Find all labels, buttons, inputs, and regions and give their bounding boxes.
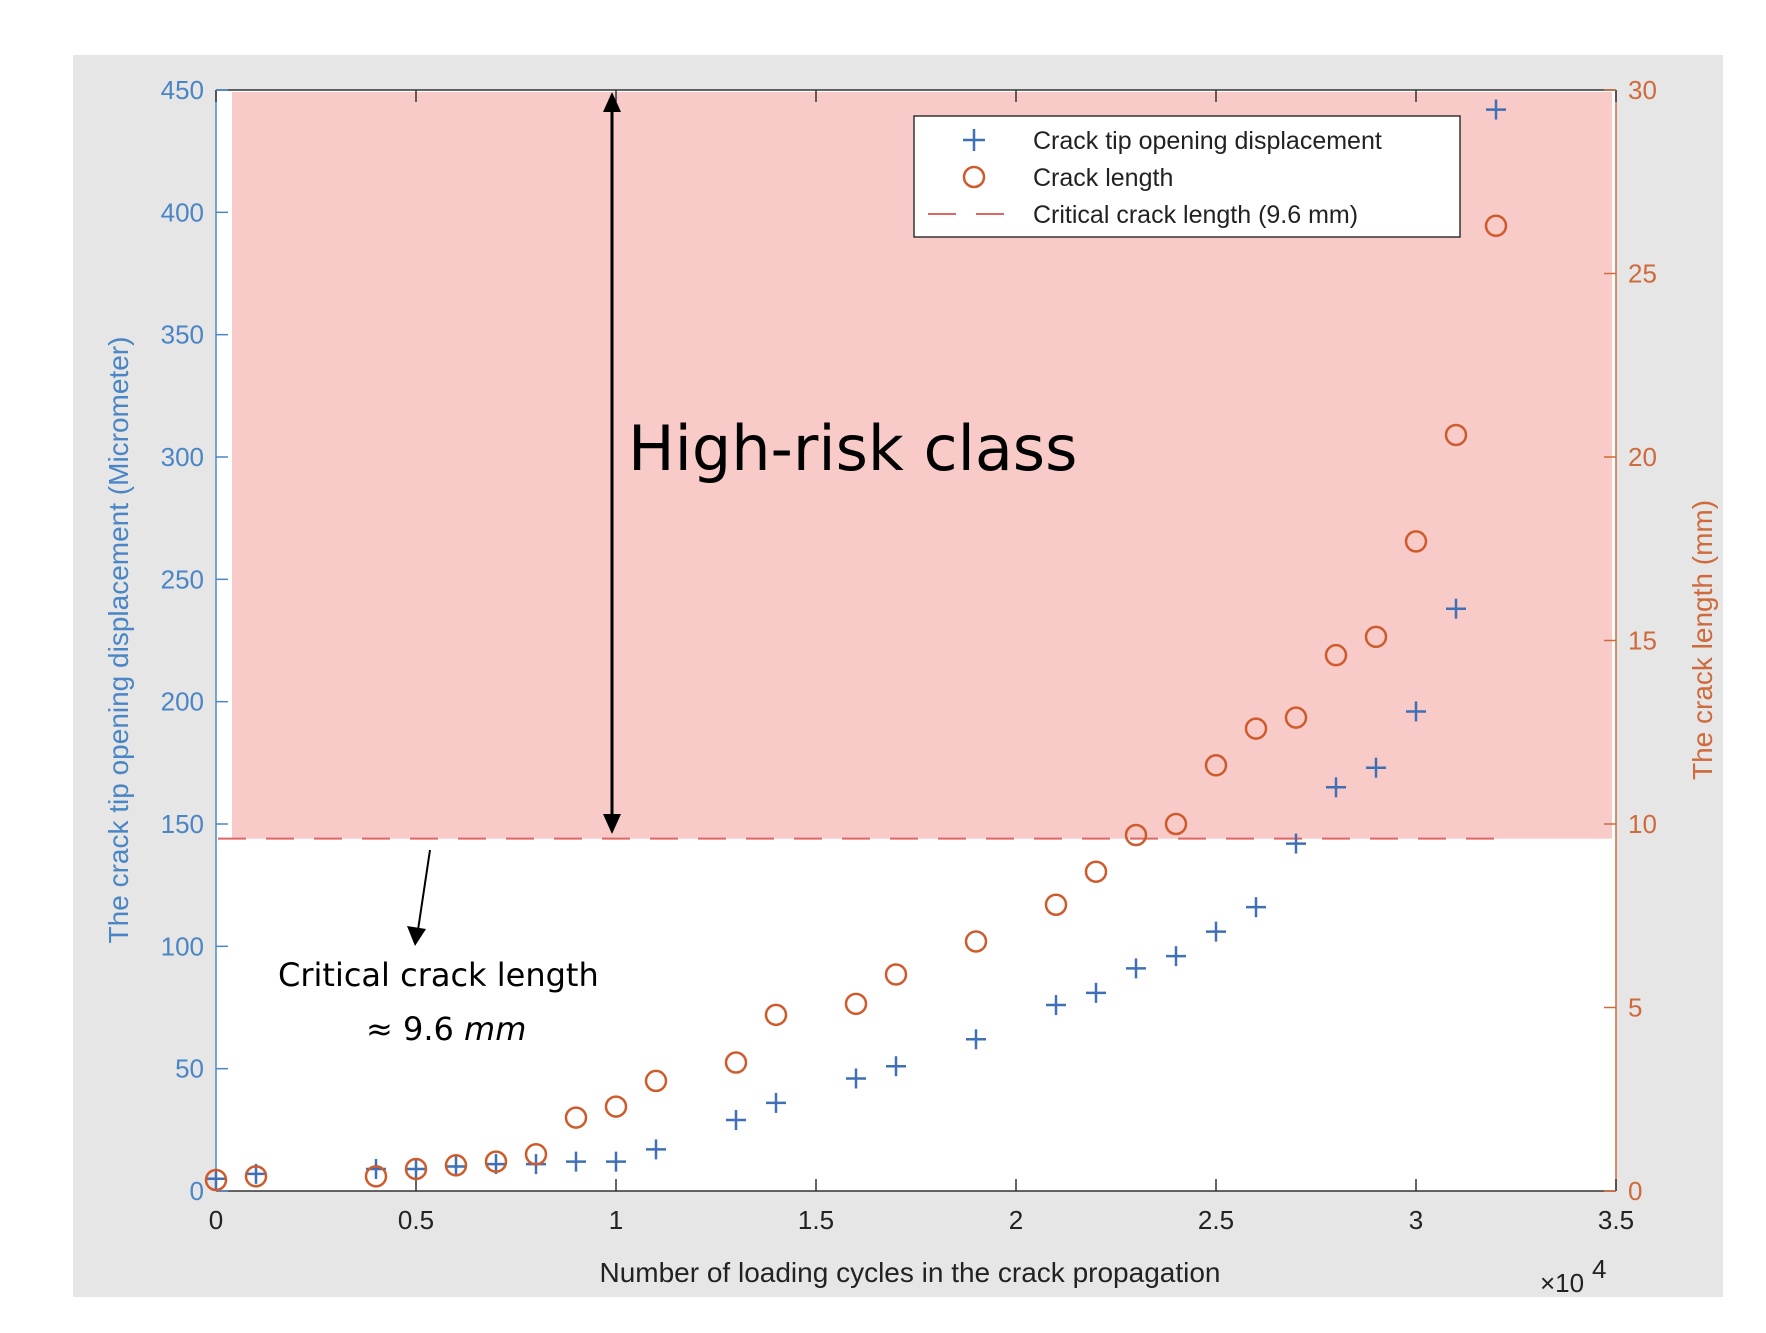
- crack-length-point: [1444, 423, 1468, 447]
- critical-annotation-unit: mm: [464, 1010, 526, 1048]
- critical-annotation-arrow: [407, 849, 431, 946]
- crack-length-point: [404, 1157, 428, 1181]
- crack-length-point: [604, 1095, 628, 1118]
- y-right-tick-label: 0: [1628, 1176, 1642, 1206]
- y-left-tick-label: 350: [161, 320, 204, 350]
- y-right-tick-label: 20: [1628, 442, 1657, 472]
- x-tick-label: 1.5: [798, 1205, 834, 1235]
- ctod-point: [1206, 921, 1226, 942]
- legend-entry-ctod: Crack tip opening displacement: [1033, 127, 1382, 155]
- x-tick-label: 3.5: [1598, 1205, 1634, 1235]
- critical-annotation-value: ≈ 9.6: [366, 1010, 464, 1048]
- x-tick-label: 1: [609, 1205, 623, 1235]
- ctod-point: [646, 1139, 666, 1160]
- ctod-point: [566, 1151, 586, 1172]
- y-left-tick-label: 150: [161, 809, 204, 839]
- crack-length-point: [564, 1106, 588, 1129]
- legend: Crack tip opening displacement Crack len…: [913, 115, 1461, 238]
- y-right-tick-label: 30: [1628, 75, 1657, 105]
- crack-length-point: [1284, 706, 1308, 729]
- ctod-point: [1406, 701, 1426, 722]
- legend-marker-plus: [963, 129, 985, 151]
- crack-length-point: [884, 963, 908, 986]
- ctod-point: [886, 1056, 906, 1077]
- crack-length-point: [1044, 893, 1068, 916]
- y-left-tick-label: 200: [161, 687, 204, 717]
- ctod-point: [1446, 598, 1466, 619]
- critical-annotation-line2: ≈ 9.6 mm: [366, 1010, 526, 1048]
- ctod-point: [1486, 99, 1506, 120]
- ctod-point: [406, 1158, 426, 1179]
- x-tick-label: 0.5: [398, 1205, 434, 1235]
- ctod-point: [1246, 897, 1266, 918]
- y-left-axis-label: The crack tip opening displacement (Micr…: [103, 337, 134, 944]
- y-left-tick-label: 50: [175, 1054, 204, 1084]
- crack-length-point: [244, 1165, 268, 1188]
- x-tick-label: 2.5: [1198, 1205, 1234, 1235]
- y-right-tick-label: 5: [1628, 993, 1642, 1023]
- legend-marker-circle: [962, 165, 986, 189]
- critical-annotation-line1: Critical crack length: [278, 956, 599, 994]
- x-tick-label: 2: [1009, 1205, 1023, 1235]
- axes: 0 0.5 1 1.5 2 2.5 3 3.5050100150200250300350400…: [161, 75, 1657, 1235]
- crack-length-point: [1324, 643, 1348, 667]
- crack-length-point: [484, 1150, 508, 1173]
- y-right-tick-label: 10: [1628, 809, 1657, 839]
- y-left-tick-label: 450: [161, 75, 204, 105]
- y-right-tick-label: 25: [1628, 259, 1657, 289]
- crack-length-point: [204, 1168, 228, 1192]
- crack-length-point: [1164, 812, 1188, 836]
- ctod-point: [206, 1168, 226, 1189]
- crack-length-point: [1084, 860, 1108, 883]
- ctod-point: [846, 1068, 866, 1089]
- y-left-tick-label: 400: [161, 197, 204, 227]
- ctod-point: [1086, 982, 1106, 1003]
- x-multiplier-exponent: 4: [1592, 1254, 1606, 1284]
- crack-length-point: [444, 1154, 468, 1177]
- ctod-point: [966, 1029, 986, 1050]
- data-marks: [204, 99, 1508, 1192]
- legend-entry-crack-length: Crack length: [1033, 164, 1173, 192]
- ctod-point: [446, 1156, 466, 1177]
- x-tick-label: 3: [1409, 1205, 1423, 1235]
- crack-length-point: [1124, 823, 1148, 847]
- y-right-axis-label: The crack length (mm): [1687, 500, 1718, 780]
- crack-length-point: [1204, 754, 1228, 777]
- legend-box: [913, 115, 1461, 238]
- y-right-tick-label: 15: [1628, 626, 1657, 656]
- x-tick-label: 0: [209, 1205, 223, 1235]
- crack-length-point: [1244, 717, 1268, 740]
- crack-length-point: [1484, 214, 1508, 238]
- crack-length-point: [524, 1143, 548, 1166]
- y-left-tick-label: 250: [161, 564, 204, 594]
- ctod-point: [1126, 958, 1146, 979]
- crack-length-point: [1364, 625, 1388, 649]
- ctod-point: [1366, 757, 1386, 778]
- ctod-point: [1166, 946, 1186, 967]
- high-risk-label: High-risk class: [628, 412, 1077, 485]
- crack-length-point: [964, 930, 988, 953]
- crack-length-point: [364, 1165, 388, 1188]
- y-left-tick-label: 100: [161, 931, 204, 961]
- crack-length-point: [644, 1069, 668, 1093]
- crack-length-point: [844, 992, 868, 1016]
- crack-length-point: [724, 1051, 748, 1074]
- crack-length-point: [764, 1003, 788, 1027]
- y-left-tick-label: 0: [190, 1176, 204, 1206]
- x-multiplier-label: ×10: [1540, 1268, 1584, 1298]
- ctod-point: [766, 1092, 786, 1113]
- ctod-point: [1046, 995, 1066, 1016]
- ctod-point: [1286, 833, 1306, 854]
- ctod-point: [606, 1151, 626, 1172]
- ctod-point: [1326, 777, 1346, 798]
- ctod-point: [726, 1110, 746, 1131]
- crack-length-point: [1404, 530, 1428, 553]
- y-left-tick-label: 300: [161, 442, 204, 472]
- high-risk-arrow: [603, 92, 621, 834]
- legend-entry-critical: Critical crack length (9.6 mm): [1033, 201, 1358, 229]
- x-axis-label: Number of loading cycles in the crack pr…: [599, 1257, 1220, 1288]
